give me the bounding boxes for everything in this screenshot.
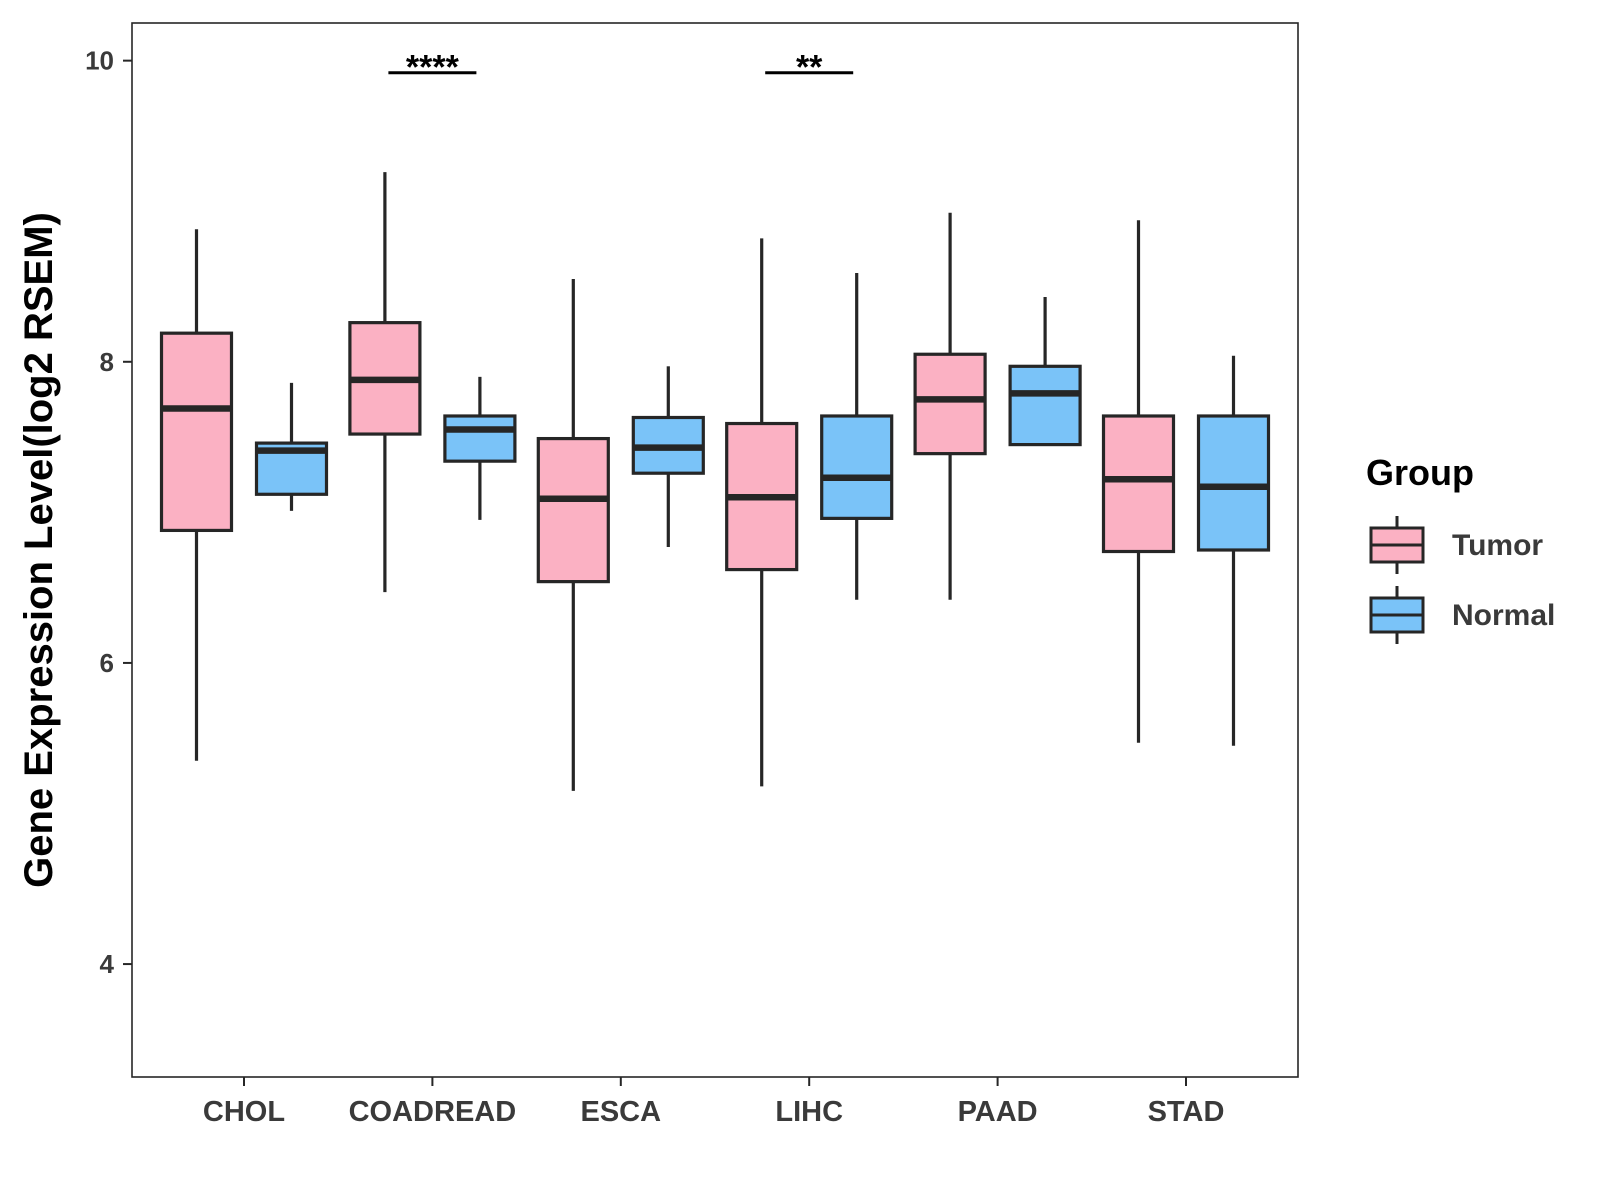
x-tick-label: COADREAD [349,1096,517,1128]
box-body [536,436,610,584]
x-tick-label: PAAD [958,1096,1038,1128]
legend-key-normal [1369,586,1425,644]
box-normal-chol [254,382,329,511]
box-tumor-lihc [725,238,799,787]
y-tick-label: 6 [100,648,114,678]
legend-key-tumor [1369,516,1425,574]
box-normal-paad [1008,297,1082,447]
box-tumor-coadread [348,172,422,593]
x-tick-label: ESCA [581,1096,662,1128]
y-tick-label: 8 [100,347,114,377]
axes: 4 6 8 10 Gene Expression Level(log2 RSEM) CHO… [17,22,1299,1128]
box-tumor-paad [913,212,987,600]
box-body [913,352,987,456]
box-body [1196,414,1271,552]
x-tick-label: CHOL [203,1096,285,1128]
significance-label: **** [406,49,460,87]
box-normal-coadread [443,376,517,520]
y-tick-label: 10 [85,46,114,76]
legend: Group Tumor Normal [1366,452,1555,644]
plot-area: **** ** [159,49,1271,791]
x-tick-label: STAD [1148,1096,1225,1128]
legend-title: Group [1366,452,1474,493]
box-tumor-esca [536,278,610,791]
x-tick-label: LIHC [775,1096,843,1128]
box-tumor-chol [159,229,234,761]
y-axis-title: Gene Expression Level(log2 RSEM) [17,212,61,888]
significance-label: ** [796,49,823,87]
box-tumor-stad [1101,220,1176,743]
box-normal-stad [1196,355,1271,746]
box-body [1008,364,1082,447]
plot-panel-border [131,22,1299,1078]
box-body [1101,414,1176,554]
box-body [159,331,234,533]
legend-label-tumor: Tumor [1452,529,1543,562]
legend-label-normal: Normal [1452,599,1555,632]
box-normal-lihc [820,272,894,600]
box-body [820,414,894,520]
box-normal-esca [631,366,705,547]
y-tick-label: 4 [100,949,115,979]
box-body [443,414,517,463]
